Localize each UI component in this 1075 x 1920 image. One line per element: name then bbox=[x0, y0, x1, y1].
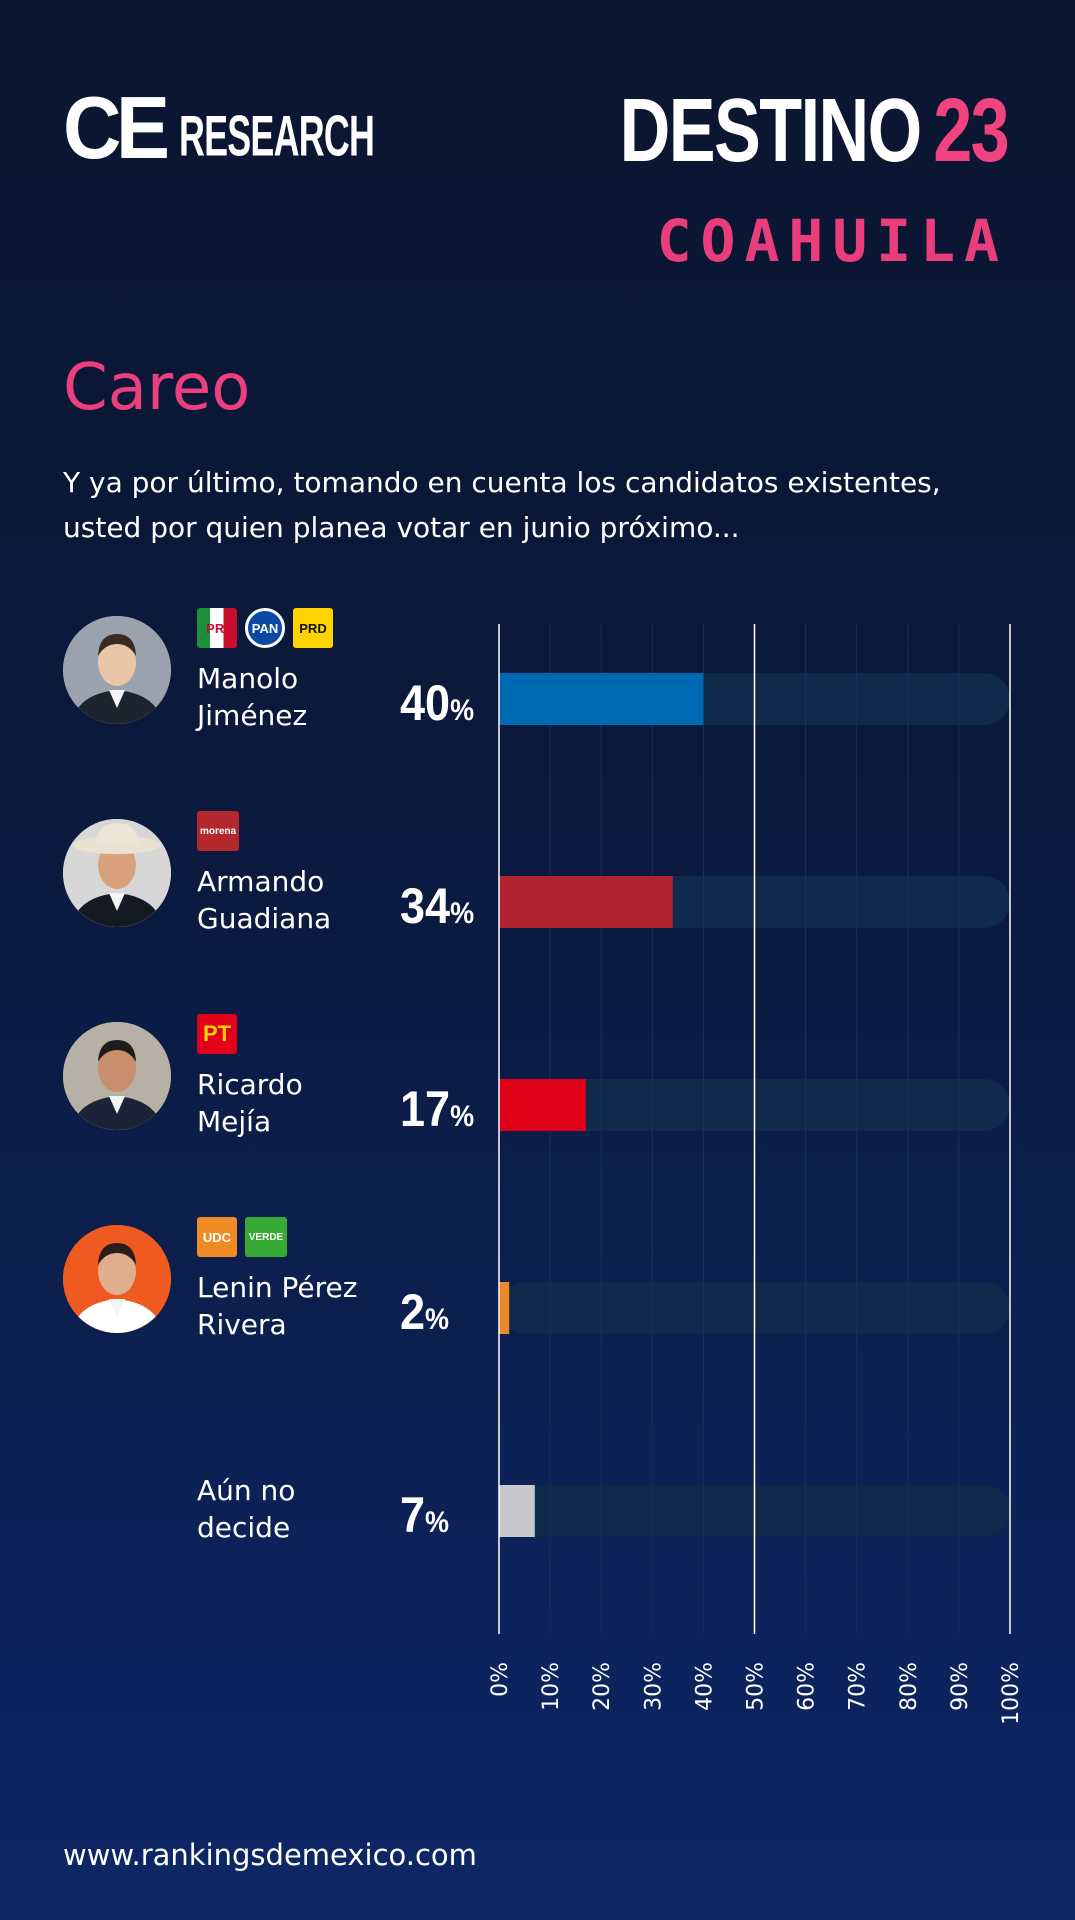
x-tick-label: 30% bbox=[641, 1662, 666, 1711]
candidate-name-line2: decide bbox=[197, 1511, 291, 1544]
state-title: COAHUILA bbox=[656, 207, 1008, 275]
candidate-name-line2: Jiménez bbox=[197, 699, 308, 732]
percentage-sign: % bbox=[450, 897, 475, 930]
candidate-name-line1: Lenin Pérez bbox=[197, 1271, 358, 1304]
logo-ce: CE bbox=[63, 78, 170, 177]
percentage-label: 7% bbox=[400, 1490, 449, 1540]
percentage-sign: % bbox=[425, 1303, 450, 1336]
footer-url: www.rankingsdemexico.com bbox=[63, 1838, 477, 1872]
question-text: Y ya por último, tomando en cuenta los c… bbox=[63, 466, 941, 544]
ce-research-logo: CE RESEARCH bbox=[63, 84, 429, 172]
candidate-row: morena Armando Guadiana 34% bbox=[0, 811, 1075, 935]
candidate-name: Aún no decide bbox=[197, 1472, 397, 1546]
udc-logo-icon: UDC bbox=[197, 1217, 237, 1257]
candidate-name: Manolo Jiménez bbox=[197, 660, 397, 734]
pri-logo-icon: PRI bbox=[197, 608, 237, 648]
candidate-name-line1: Manolo bbox=[197, 662, 299, 695]
prd-logo-icon: PRD bbox=[293, 608, 333, 648]
bar bbox=[499, 1282, 510, 1334]
x-tick-label: 80% bbox=[897, 1662, 922, 1711]
x-tick-label: 40% bbox=[692, 1662, 717, 1711]
morena-logo-icon: morena bbox=[197, 811, 239, 851]
candidate-name-line1: Aún no bbox=[197, 1474, 296, 1507]
party-badges: PRI PAN PRD bbox=[197, 608, 333, 648]
x-tick-label: 100% bbox=[999, 1662, 1024, 1725]
logo-research: RESEARCH bbox=[179, 102, 375, 168]
candidate-photo-avatar bbox=[63, 819, 171, 927]
bar-chart: 0% 10% 20% 30% 40% 50% 60% 70% 80% 90% 100% bbox=[488, 624, 1024, 1725]
percentage-sign: % bbox=[450, 1100, 475, 1133]
bar bbox=[499, 673, 704, 725]
candidate-row: Aún no decide 7% bbox=[0, 1420, 1075, 1544]
logo-destino-number: 23 bbox=[933, 81, 1010, 181]
bar bbox=[499, 876, 673, 928]
party-badges: morena bbox=[197, 811, 239, 851]
percentage-label: 40% bbox=[400, 678, 474, 728]
party-badges: PT bbox=[197, 1014, 237, 1054]
x-tick-label: 60% bbox=[795, 1662, 820, 1711]
x-tick-label: 50% bbox=[744, 1662, 769, 1711]
bar bbox=[499, 1485, 535, 1537]
percentage-value: 40 bbox=[400, 675, 451, 731]
x-tick-label: 10% bbox=[539, 1662, 564, 1711]
x-tick-label: 70% bbox=[846, 1662, 871, 1711]
candidate-name-line2: Guadiana bbox=[197, 902, 332, 935]
pt-logo-icon: PT bbox=[197, 1014, 237, 1054]
destino-23-logo: DESTINO 23 bbox=[619, 86, 1009, 176]
section-title: Careo bbox=[63, 351, 251, 425]
pan-logo-icon: PAN bbox=[245, 608, 285, 648]
candidate-name-line2: Mejía bbox=[197, 1105, 272, 1138]
candidate-name: Lenin Pérez Rivera bbox=[197, 1269, 397, 1343]
percentage-sign: % bbox=[450, 694, 475, 727]
candidate-name-line1: Ricardo bbox=[197, 1068, 303, 1101]
candidate-name: Armando Guadiana bbox=[197, 863, 397, 937]
percentage-value: 34 bbox=[400, 878, 451, 934]
logo-destino-word: DESTINO bbox=[619, 81, 922, 181]
x-tick-label: 0% bbox=[488, 1662, 513, 1697]
percentage-sign: % bbox=[425, 1506, 450, 1539]
percentage-value: 2 bbox=[400, 1284, 426, 1340]
candidate-row: PRI PAN PRD Manolo Jiménez 40% bbox=[0, 608, 1075, 732]
candidate-name-line1: Armando bbox=[197, 865, 325, 898]
candidate-photo-avatar bbox=[63, 616, 171, 724]
candidate-name: Ricardo Mejía bbox=[197, 1066, 397, 1140]
percentage-value: 7 bbox=[400, 1487, 426, 1543]
percentage-label: 34% bbox=[400, 881, 474, 931]
candidate-row: UDC VERDE Lenin Pérez Rivera 2% bbox=[0, 1217, 1075, 1341]
verde-logo-icon: VERDE bbox=[245, 1217, 287, 1257]
candidate-photo-avatar bbox=[63, 1225, 171, 1333]
percentage-label: 2% bbox=[400, 1287, 449, 1337]
party-badges: UDC VERDE bbox=[197, 1217, 287, 1257]
candidate-name-line2: Rivera bbox=[197, 1308, 287, 1341]
candidate-row: PT Ricardo Mejía 17% bbox=[0, 1014, 1075, 1138]
percentage-label: 17% bbox=[400, 1084, 474, 1134]
bar bbox=[499, 1079, 586, 1131]
x-tick-label: 90% bbox=[948, 1662, 973, 1711]
x-tick-label: 20% bbox=[590, 1662, 615, 1711]
candidate-photo-avatar bbox=[63, 1022, 171, 1130]
percentage-value: 17 bbox=[400, 1081, 451, 1137]
